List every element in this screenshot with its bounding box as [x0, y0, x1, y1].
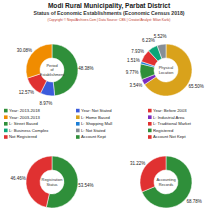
pie-chart — [140, 156, 192, 208]
legend-swatch — [76, 115, 80, 119]
data-label: 12.57% — [19, 90, 34, 95]
legend-swatch — [148, 109, 152, 113]
data-label: 30.08% — [17, 48, 32, 53]
pie-chart — [26, 156, 78, 208]
chart-title: RegistrationStatus — [42, 177, 63, 186]
legend-swatch — [76, 122, 80, 126]
legend-swatch — [76, 135, 80, 139]
pie-chart — [26, 44, 78, 96]
legend-label: Account Kept — [81, 134, 107, 139]
chart-title-line: Status — [46, 182, 57, 187]
legend-swatch — [148, 122, 152, 126]
legend-label: L: Business Complex — [9, 128, 49, 133]
legend-label: L: Industrial Area — [153, 115, 185, 120]
data-label: 6.23% — [142, 38, 155, 43]
background — [0, 0, 218, 218]
data-label: 53.54% — [78, 183, 93, 188]
legend-label: Account Not Kept — [153, 134, 186, 139]
chart-title: PhysicalLocation — [159, 65, 174, 74]
data-label: 1.51% — [127, 58, 140, 63]
legend-label: L: Shopping Mall — [81, 121, 112, 126]
data-label: 5.52% — [154, 34, 167, 39]
legend-swatch — [4, 122, 8, 126]
legend-swatch — [76, 109, 80, 113]
pie-slice — [157, 44, 166, 59]
data-label: 3.54% — [130, 83, 143, 88]
chart-title: AccountingRecords — [156, 177, 175, 186]
legend-label: Registered — [153, 128, 174, 133]
chart-root: Modi Rural Municipality, Parbat District… — [0, 0, 218, 218]
legend-label: Not Registered — [9, 134, 38, 139]
pie-slice — [52, 44, 78, 96]
chart-title-line: Establishment — [40, 72, 65, 77]
subtitle: Status of Economic Establishments (Econo… — [33, 10, 184, 16]
data-label: 7.93% — [131, 49, 144, 54]
data-label: 48.38% — [78, 66, 93, 71]
legend-swatch — [148, 129, 152, 133]
legend-label: L: Home Based — [81, 115, 111, 120]
legend-label: L: Traditional Market — [153, 121, 192, 126]
data-label: 46.46% — [11, 176, 26, 181]
chart-title: PeriodofEstablishment — [40, 63, 65, 77]
legend-swatch — [4, 115, 8, 119]
legend-swatch — [4, 109, 8, 113]
pie-chart — [140, 44, 192, 96]
data-label: 68.78% — [187, 199, 202, 204]
legend-swatch — [148, 135, 152, 139]
legend-swatch — [76, 129, 80, 133]
data-label: 8.97% — [40, 101, 53, 106]
data-label: 9.77% — [126, 70, 139, 75]
legend-label: L: Not Stated — [81, 128, 106, 133]
legend-swatch — [148, 115, 152, 119]
legend-label: L: Street Based — [9, 121, 39, 126]
legend-swatch — [4, 135, 8, 139]
chart-title-line: Location — [159, 70, 174, 75]
legend-swatch — [4, 129, 8, 133]
chart-title-line: Records — [159, 182, 174, 187]
legend-label: Year: Not Stated — [81, 108, 112, 113]
data-label: 65.50% — [188, 84, 203, 89]
credit: (Copyright © NepalArchives.Com | Data So… — [48, 18, 171, 22]
legend-label: Year: 2003-2013 — [9, 115, 40, 120]
data-label: 31.22% — [130, 161, 145, 166]
legend-label: Year: Before 2003 — [153, 108, 187, 113]
legend-label: Year: 2013-2018 — [9, 108, 40, 113]
title: Modi Rural Municipality, Parbat District — [48, 2, 171, 10]
